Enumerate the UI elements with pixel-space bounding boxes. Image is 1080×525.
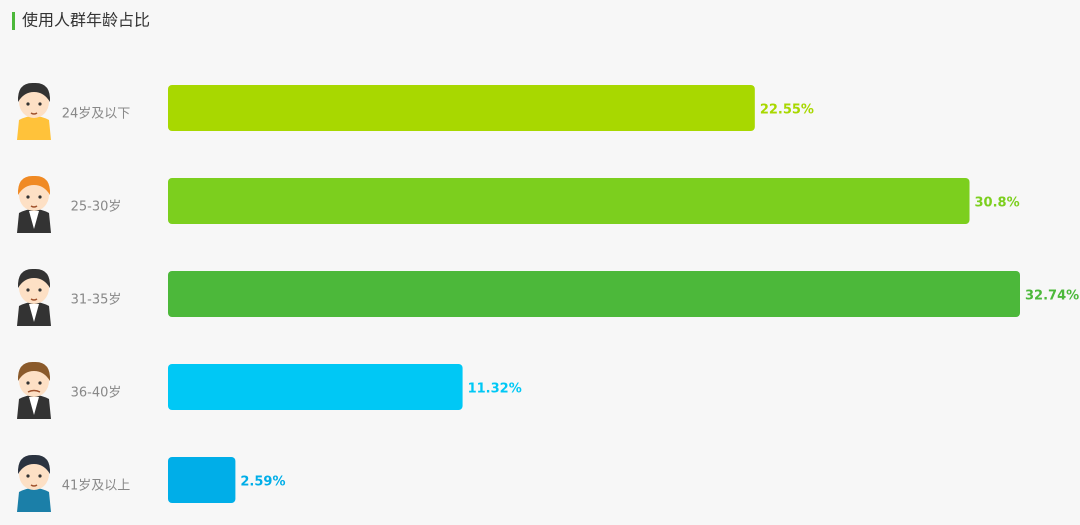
avatar-eye bbox=[38, 381, 42, 385]
avatar-mouth bbox=[27, 389, 41, 393]
avatar-head bbox=[19, 365, 49, 397]
category-label: 31-35岁 bbox=[71, 293, 122, 308]
category-label: 41岁及以上 bbox=[62, 479, 131, 494]
avatar-eye bbox=[38, 102, 42, 106]
avatar-body bbox=[17, 488, 51, 512]
avatar-eye bbox=[26, 102, 30, 106]
avatar-icon bbox=[17, 175, 51, 233]
bar bbox=[168, 271, 1020, 317]
category-label: 25-30岁 bbox=[71, 200, 122, 215]
avatar-eye bbox=[26, 474, 30, 478]
category-label: 24岁及以下 bbox=[62, 107, 131, 122]
avatar-body bbox=[17, 116, 51, 140]
avatar-eye bbox=[38, 195, 42, 199]
value-label: 30.8% bbox=[975, 196, 1020, 211]
avatar-head bbox=[19, 179, 49, 211]
avatar-head bbox=[19, 458, 49, 490]
avatar-eye bbox=[38, 288, 42, 292]
avatar-hair bbox=[17, 454, 51, 474]
avatar-hair bbox=[17, 175, 51, 195]
avatar-mouth bbox=[30, 112, 38, 115]
avatar-hair bbox=[17, 361, 51, 381]
bar bbox=[168, 178, 970, 224]
avatar-mouth bbox=[30, 205, 38, 208]
value-label: 11.32% bbox=[468, 382, 522, 397]
value-label: 2.59% bbox=[240, 475, 285, 490]
avatar-eye bbox=[38, 474, 42, 478]
avatar-head bbox=[19, 86, 49, 118]
category-label: 36-40岁 bbox=[71, 386, 122, 401]
avatar-shirt bbox=[29, 304, 39, 322]
avatar-icon bbox=[17, 268, 51, 326]
avatar-shirt bbox=[29, 397, 39, 415]
avatar-icon bbox=[17, 361, 51, 419]
avatar-head bbox=[19, 272, 49, 304]
bar bbox=[168, 457, 236, 503]
avatar-icon bbox=[17, 454, 51, 512]
avatar-icon bbox=[17, 82, 51, 140]
title-accent bbox=[12, 12, 15, 30]
avatar-mouth bbox=[30, 298, 38, 301]
avatar-hair bbox=[17, 82, 51, 102]
avatar-mouth bbox=[30, 484, 38, 487]
chart-title: 使用人群年龄占比 bbox=[22, 11, 150, 30]
value-label: 22.55% bbox=[760, 103, 814, 118]
bar bbox=[168, 85, 755, 131]
bar bbox=[168, 364, 463, 410]
avatar-shirt bbox=[29, 211, 39, 229]
avatar-eye bbox=[26, 195, 30, 199]
avatar-eye bbox=[26, 288, 30, 292]
avatar-eye bbox=[26, 381, 30, 385]
value-label: 32.74% bbox=[1025, 289, 1079, 304]
avatar-hair bbox=[17, 268, 51, 288]
